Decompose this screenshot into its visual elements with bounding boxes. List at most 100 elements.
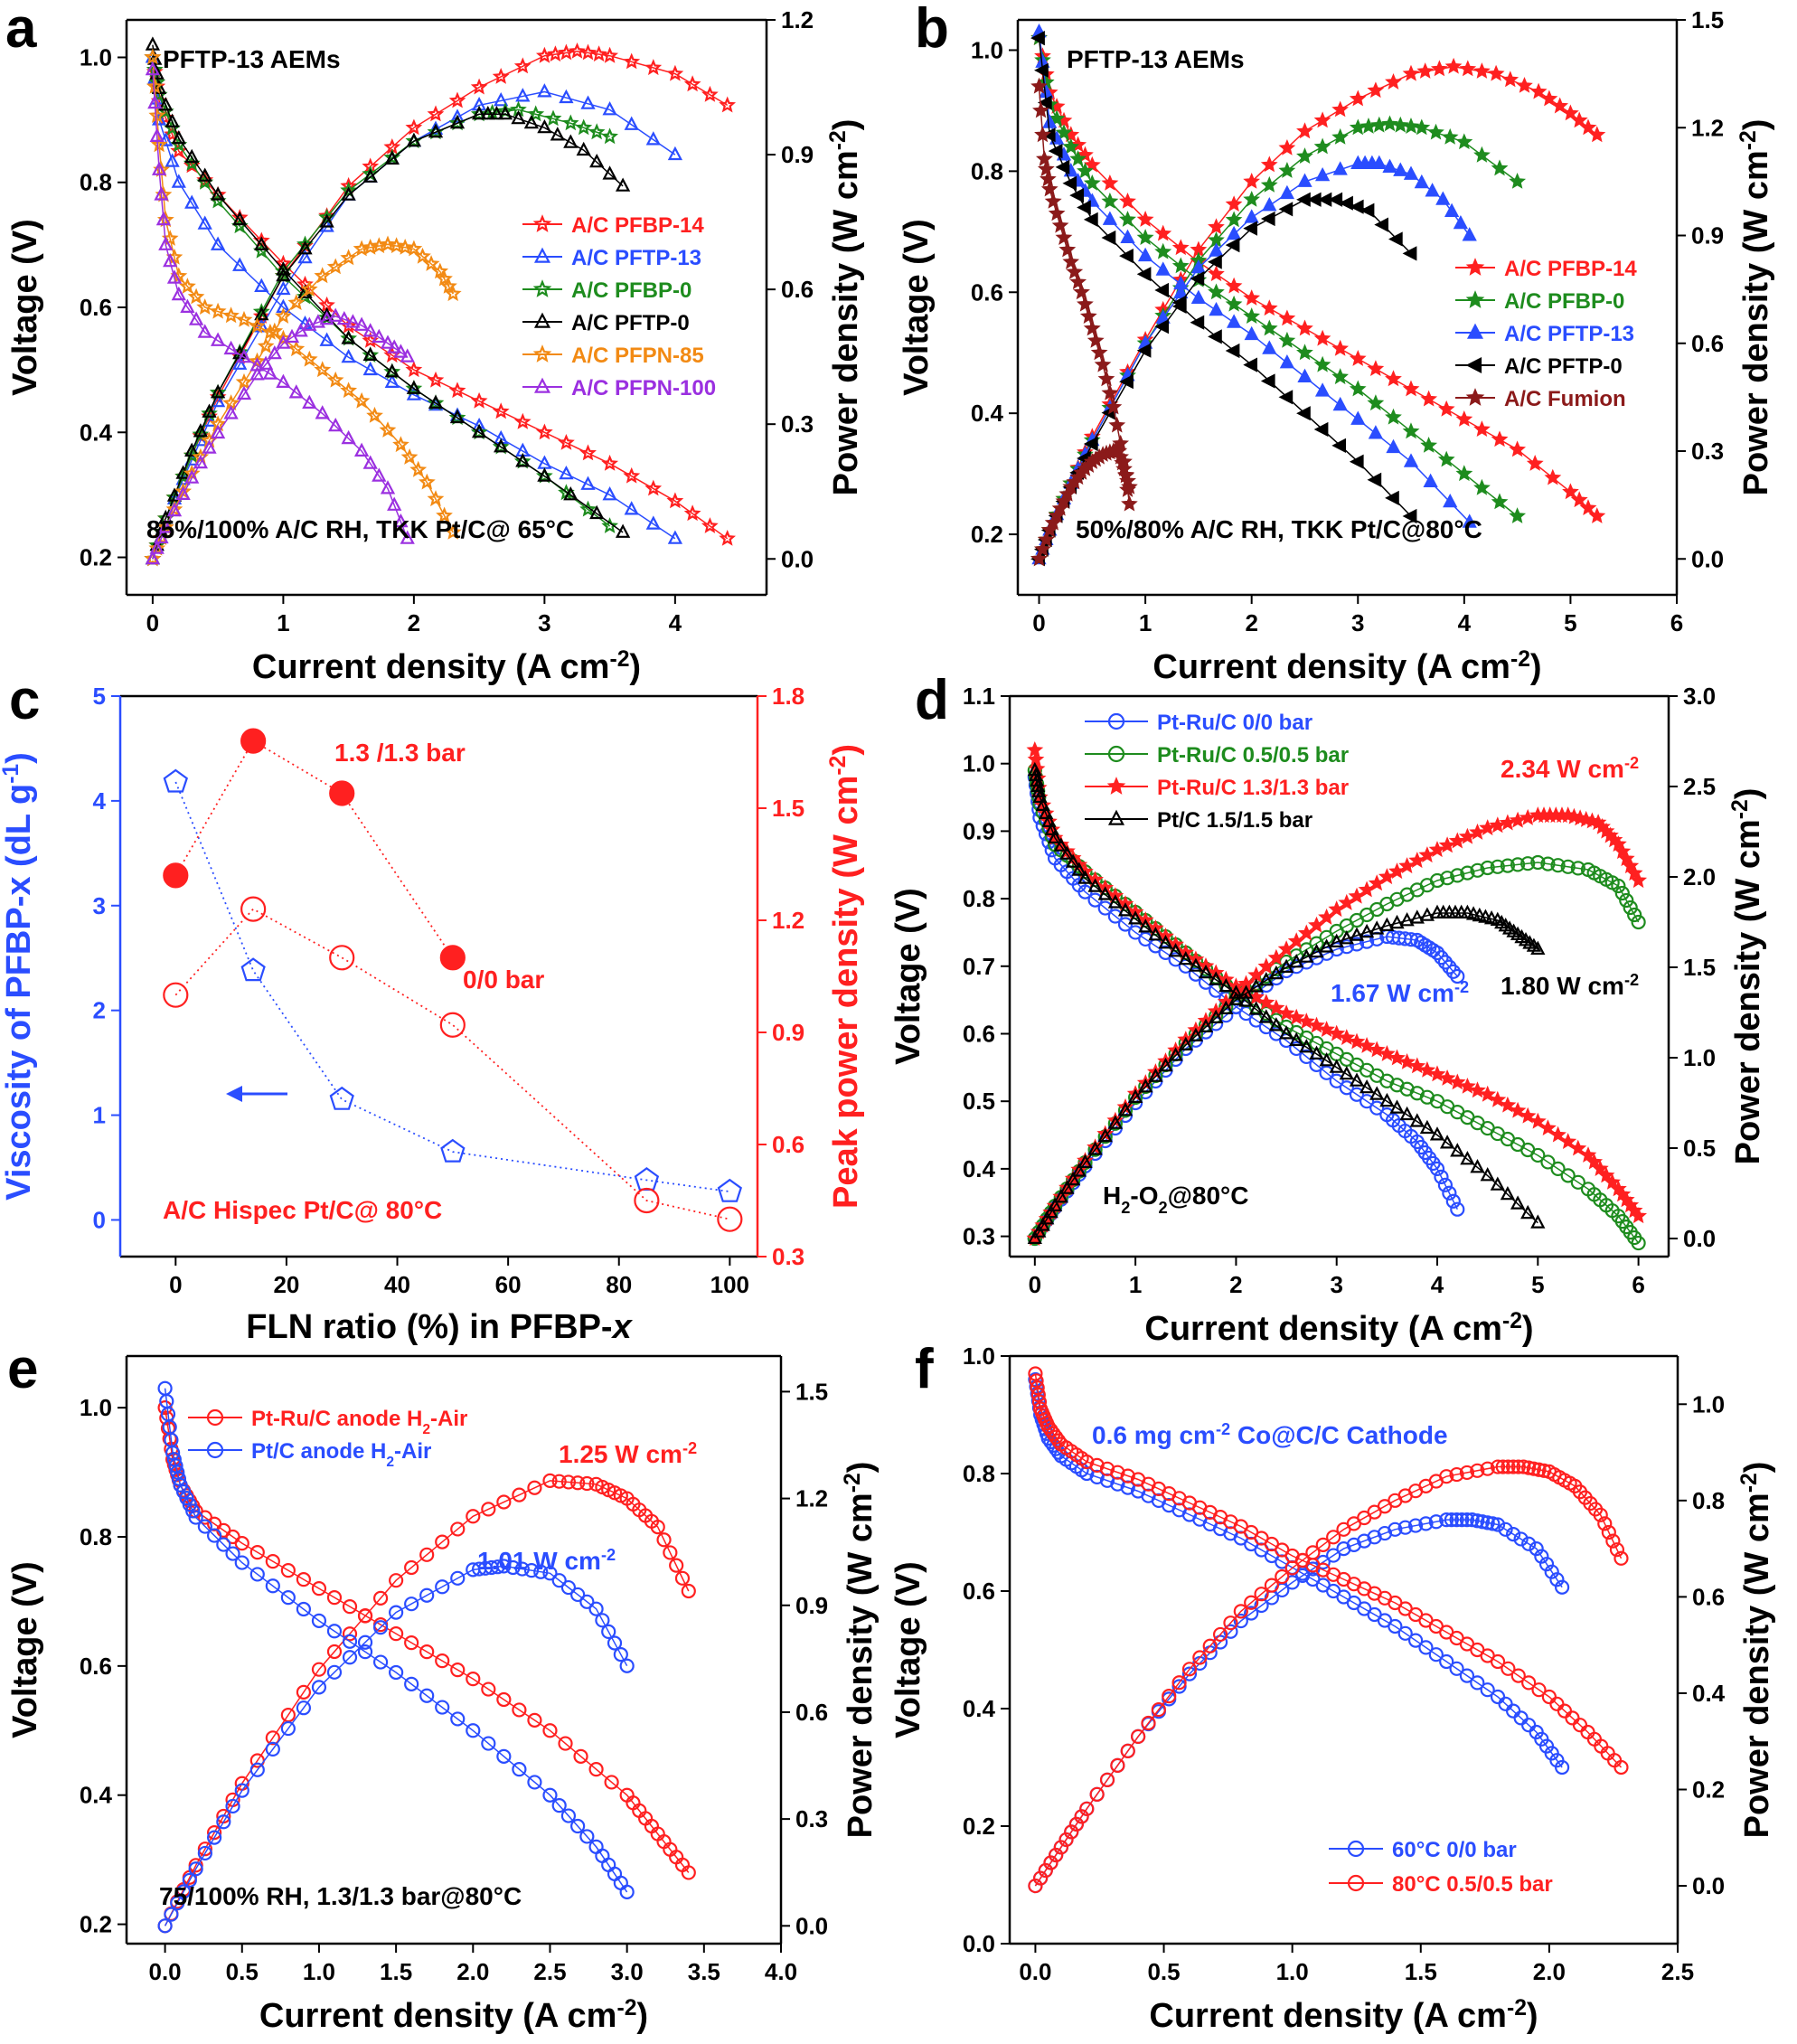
- y-left-tick-label: 1.1: [963, 683, 995, 710]
- voltage-point: [400, 530, 415, 544]
- power-point: [1264, 1578, 1280, 1593]
- power-point: [197, 1845, 212, 1861]
- power-point: [1315, 1554, 1331, 1570]
- voltage-point: [1429, 1161, 1445, 1176]
- power-point: [184, 469, 200, 484]
- voltage-point: [1299, 1039, 1314, 1053]
- power-point: [1449, 1466, 1464, 1483]
- legend-label: Pt-Ru/C anode H2-Air: [251, 1407, 467, 1437]
- voltage-point: [1489, 1090, 1507, 1107]
- voltage-point: [1450, 1201, 1465, 1217]
- power-point: [1349, 89, 1367, 107]
- power-point: [1110, 1757, 1125, 1773]
- voltage-point: [171, 1471, 187, 1486]
- voltage-point: [328, 417, 343, 432]
- y-right-tick-label: 1.2: [795, 1485, 828, 1512]
- series-60-c-0-0-bar: [1028, 1371, 1570, 1894]
- power-point: [1289, 954, 1304, 968]
- power-point: [535, 46, 553, 63]
- data-point: [329, 1086, 354, 1110]
- x-tick-label: 0.0: [1019, 1958, 1051, 1985]
- power-point: [561, 114, 579, 131]
- power-point: [450, 1521, 466, 1537]
- voltage-point: [1350, 410, 1366, 425]
- power-point: [1521, 1536, 1537, 1551]
- power-point: [1037, 531, 1055, 548]
- power-point: [319, 213, 334, 228]
- power-point: [1071, 1163, 1087, 1177]
- legend-label: A/C PFPN-85: [571, 344, 704, 368]
- power-point: [1470, 1463, 1485, 1478]
- annotation: 2.34 W cm-2: [1501, 754, 1639, 783]
- power-point: [1053, 1840, 1068, 1855]
- voltage-point: [1059, 845, 1075, 860]
- voltage-point: [1349, 454, 1364, 469]
- voltage-point: [184, 148, 200, 164]
- voltage-point: [145, 61, 161, 76]
- annotation: 75/100% RH, 1.3/1.3 bar@80°C: [159, 1882, 522, 1910]
- y-left-tick-label: 0.5: [963, 1088, 995, 1115]
- voltage-point: [341, 429, 356, 445]
- y-left-tick-label: 0.6: [963, 1578, 995, 1605]
- voltage-point: [1434, 1169, 1449, 1184]
- y-right-tick-label: 0.9: [781, 141, 814, 168]
- voltage-point: [1034, 126, 1051, 143]
- panel-letter: b: [915, 0, 949, 60]
- power-point: [1448, 832, 1466, 849]
- voltage-point: [1462, 513, 1477, 528]
- x-tick-label: 0: [1029, 1271, 1041, 1298]
- power-point: [380, 334, 396, 349]
- voltage-point: [470, 391, 488, 409]
- y-right-tick-label: 1.5: [1683, 954, 1716, 981]
- power-point: [551, 1474, 567, 1489]
- power-point: [1233, 1604, 1248, 1619]
- voltage-point: [1385, 370, 1402, 387]
- voltage-point: [1470, 1159, 1485, 1173]
- power-point: [164, 1907, 179, 1922]
- voltage-point: [1331, 339, 1350, 356]
- voltage-point: [1418, 1640, 1434, 1655]
- voltage-point: [341, 330, 356, 344]
- voltage-point: [383, 363, 401, 380]
- power-point: [202, 403, 217, 418]
- power-point: [1516, 77, 1533, 93]
- voltage-point: [1262, 340, 1277, 354]
- voltage-point: [494, 438, 509, 453]
- power-point: [302, 316, 317, 331]
- voltage-point: [276, 373, 291, 388]
- y-left-tick-label: 3: [93, 892, 106, 919]
- voltage-point: [418, 473, 436, 490]
- series-a-c-pfbp-0: [1030, 29, 1527, 567]
- power-point: [1209, 1009, 1224, 1024]
- voltage-curve: [1038, 37, 1519, 517]
- voltage-point: [302, 394, 317, 409]
- legend: A/C PFBP-14 A/C PFTP-13 A/C PFBP-0 A/C PFTP…: [522, 213, 716, 400]
- voltage-point: [165, 113, 180, 127]
- power-point: [353, 316, 370, 331]
- y-left-tick-label: 0.8: [963, 885, 995, 912]
- voltage-point: [527, 1712, 542, 1728]
- power-point: [533, 1564, 549, 1579]
- power-point: [1087, 1141, 1103, 1155]
- y-left-tick-label: 0.3: [963, 1223, 995, 1250]
- power-point: [1238, 984, 1254, 999]
- voltage-point: [1040, 180, 1058, 197]
- voltage-point: [150, 136, 168, 153]
- power-point: [1403, 165, 1419, 180]
- voltage-point: [1031, 783, 1047, 798]
- voltage-point: [1051, 216, 1069, 233]
- power-point: [1414, 174, 1429, 189]
- voltage-point: [466, 1723, 481, 1738]
- voltage-point: [1038, 805, 1054, 820]
- voltage-point: [392, 436, 409, 453]
- power-point: [1368, 874, 1386, 891]
- y-right-tick-label: 1.2: [781, 6, 814, 33]
- voltage-point: [314, 361, 332, 378]
- data-point: [240, 728, 267, 754]
- power-point: [1305, 1561, 1321, 1577]
- voltage-point: [1386, 438, 1401, 454]
- voltage-point: [1399, 1106, 1415, 1121]
- voltage-point: [404, 1635, 419, 1651]
- voltage-point: [1228, 984, 1244, 999]
- voltage-point: [1519, 1107, 1537, 1124]
